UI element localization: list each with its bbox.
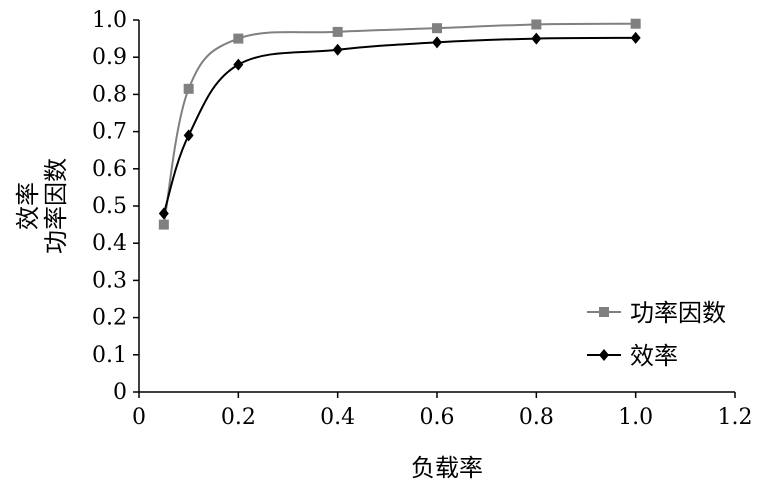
x-axis-title: 负载率 <box>411 454 483 482</box>
x-tick-label: 1.0 <box>618 405 653 430</box>
y-tick-label: 0.9 <box>92 45 127 70</box>
data-point-marker <box>183 129 194 142</box>
data-point-marker <box>432 23 442 34</box>
series-power-factor <box>158 18 641 230</box>
data-point-marker <box>531 32 542 45</box>
data-point-marker <box>233 58 244 71</box>
data-point-marker <box>332 43 343 56</box>
x-tick-label: 1.2 <box>718 405 753 430</box>
y-axis-title-line-1: 效率 <box>14 182 42 230</box>
data-point-marker <box>630 18 641 29</box>
legend-item: 功率因数 <box>587 299 726 327</box>
legend-item: 效率 <box>587 342 678 370</box>
series-line <box>162 22 636 225</box>
y-tick-label: 0.2 <box>92 306 127 331</box>
data-point-marker <box>432 36 442 49</box>
data-point-marker <box>233 33 244 44</box>
legend-marker <box>599 349 609 361</box>
data-point-marker <box>158 207 169 220</box>
legend-label: 功率因数 <box>630 299 726 327</box>
data-point-marker <box>630 31 641 44</box>
y-tick-label: 0.7 <box>92 120 127 145</box>
y-tick-label: 0.4 <box>92 231 127 256</box>
data-point-marker <box>158 219 169 230</box>
data-point-marker <box>183 83 194 94</box>
x-tick-label: 0.4 <box>320 405 355 430</box>
y-tick-label: 0.1 <box>92 343 127 368</box>
y-axis-ticks: 0 0.1 0.2 0.3 0.4 0.5 0.6 0.7 0.8 0.9 1.0 <box>92 8 139 405</box>
series-efficiency <box>158 31 641 220</box>
data-point-marker <box>332 26 343 37</box>
x-tick-label: 0.8 <box>519 405 554 430</box>
series-layer <box>158 18 641 230</box>
y-tick-label: 1.0 <box>92 8 127 33</box>
y-tick-label: 0.8 <box>92 82 127 107</box>
y-tick-label: 0 <box>113 380 127 405</box>
y-tick-label: 0.3 <box>92 268 127 293</box>
x-tick-label: 0 <box>132 405 146 430</box>
legend-marker <box>599 307 609 317</box>
x-tick-label: 0.2 <box>221 405 256 430</box>
y-tick-label: 0.5 <box>92 194 127 219</box>
x-tick-label: 0.6 <box>420 405 455 430</box>
legend-label: 效率 <box>630 342 678 370</box>
y-axis-title-line-2: 功率因数 <box>42 158 70 254</box>
x-axis-ticks: 0 0.2 0.4 0.6 0.8 1.0 1.2 <box>132 392 753 430</box>
data-point-marker <box>531 19 542 30</box>
axes <box>138 20 735 393</box>
y-tick-label: 0.6 <box>92 157 127 182</box>
